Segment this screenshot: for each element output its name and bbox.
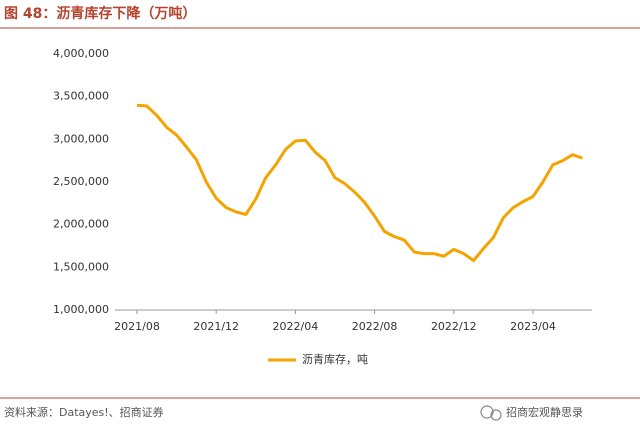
source: 资料来源：Datayes!、招商证券: [4, 405, 164, 419]
series-line: [136, 103, 583, 263]
watermark-icon: [480, 405, 502, 421]
y-tick-label: 2,000,000: [53, 218, 109, 231]
x-tick-label: 2022/08: [352, 320, 398, 333]
x-tick-label: 2022/12: [431, 320, 477, 333]
x-tick-label: 2022/04: [273, 320, 319, 333]
legend-label: 沥青库存，吨: [302, 352, 368, 366]
x-tick-label: 2021/12: [193, 320, 239, 333]
x-tick-label: 2021/08: [114, 320, 160, 333]
y-tick-label: 1,500,000: [53, 260, 109, 273]
y-tick-label: 3,500,000: [53, 90, 109, 103]
watermark: 招商宏观静思录: [506, 405, 583, 419]
x-tick-label: 2023/04: [510, 320, 556, 333]
y-tick-label: 3,000,000: [53, 132, 109, 145]
chart-title: 图 48：沥青库存下降（万吨）: [4, 5, 196, 22]
y-tick-label: 2,500,000: [53, 175, 109, 188]
y-tick-label: 1,000,000: [53, 303, 109, 316]
y-tick-label: 4,000,000: [53, 47, 109, 60]
